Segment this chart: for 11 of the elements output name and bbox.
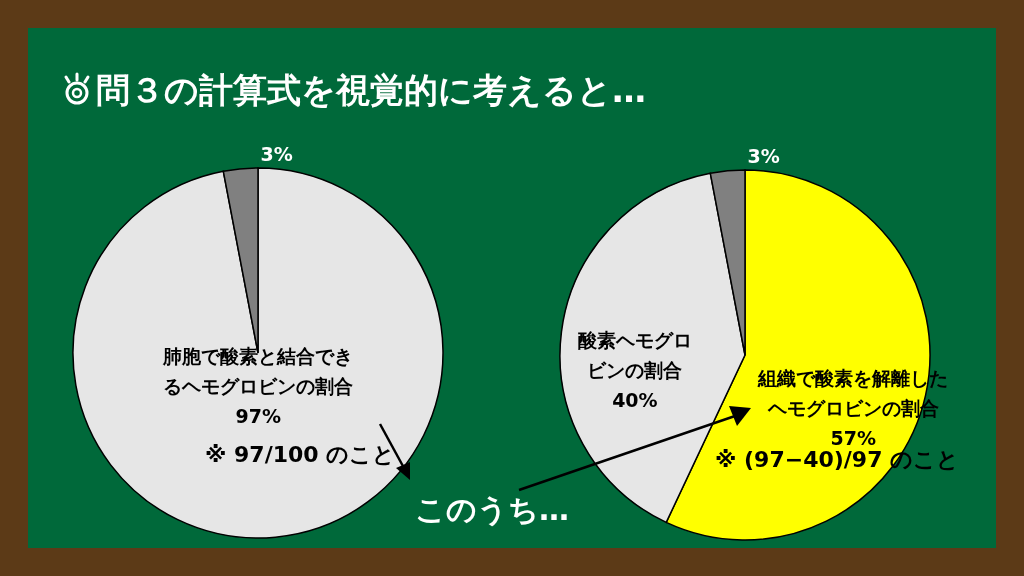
chart-title: 問３の計算式を視覚的に考えると… [96,69,646,112]
data-label: 57% [830,427,877,450]
data-label: 97% [235,404,282,427]
text: このうち… [415,491,569,529]
slice-label: 肺胞で酸素と結合できるヘモグロビンの割合 [162,344,354,397]
slice-label: 酸素ヘモグロビンの割合 [577,329,692,382]
text: ※ 97/100 のこと [205,441,396,469]
data-label: 40% [612,389,658,412]
pie-slice [72,167,444,539]
data-label: 3% [747,144,780,167]
data-label: 3% [260,142,293,165]
